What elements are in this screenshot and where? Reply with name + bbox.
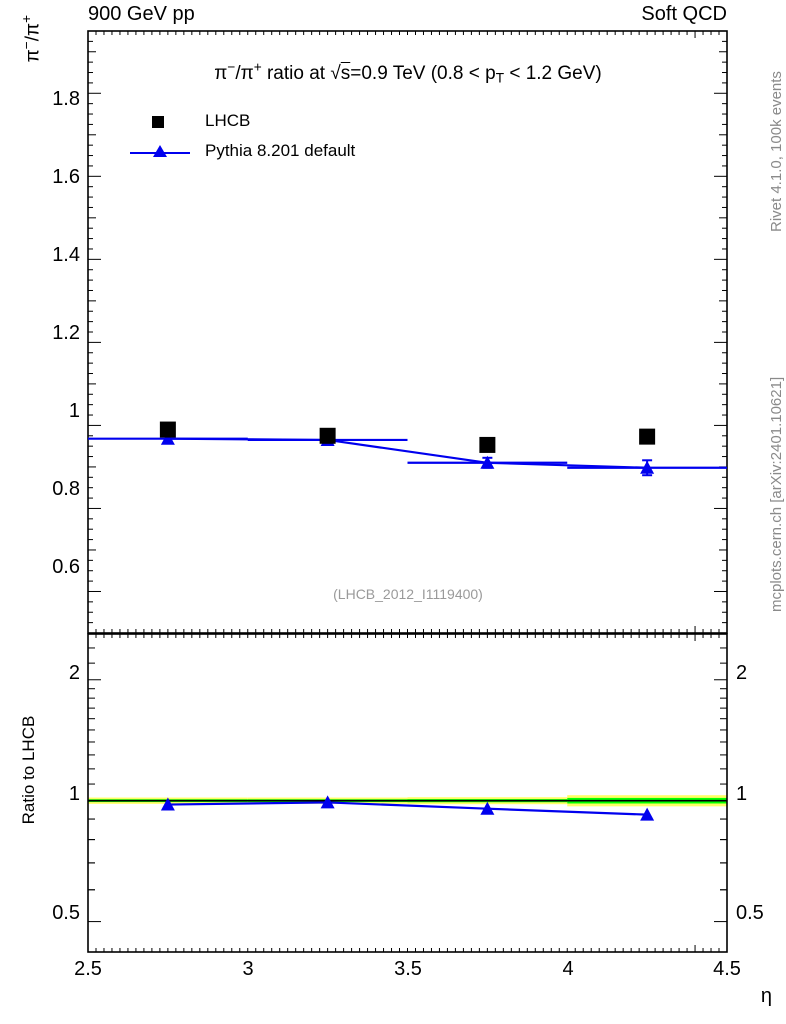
ratio-ytick-label-right: 1 [736,783,748,805]
ratio-panel-frame [87,633,728,953]
main-panel-title: π−/π+ ratio at √s=0.9 TeV (0.8 < pT < 1.… [88,60,728,86]
header-beam-label: 900 GeV pp [88,3,195,25]
ratio-triangle-marker [160,797,175,811]
main-ytick-label: 0.8 [52,478,80,500]
data-square-marker [159,421,176,438]
main-ytick-label: 1.6 [52,166,80,188]
ratio-ytick-label: 1 [68,783,80,805]
main-ytick-label: 0.6 [52,556,80,578]
ratio-triangle-marker [640,807,655,821]
main-ytick-label: 1.4 [52,244,80,266]
xtick-label: 3 [242,958,254,980]
data-square-marker [319,427,336,444]
analysis-id-watermark: (LHCB_2012_I1119400) [333,586,483,602]
main-ytick-label: 1.8 [52,88,80,110]
main-ytick-label: 1.2 [52,322,80,344]
ratio-ytick-label-right: 2 [736,662,748,684]
xaxis-label: η [760,985,772,1007]
xtick-label: 4.5 [713,958,741,980]
xtick-label: 4 [562,958,574,980]
main-ytick-label: 1 [68,400,80,422]
legend-label-lhcb: LHCB [205,111,251,130]
ratio-ytick-label: 0.5 [52,902,80,924]
xtick-label: 3.5 [394,958,422,980]
ratio-ytick-label-right: 0.5 [736,902,764,924]
ratio-triangle-marker [480,801,495,815]
square-marker-icon [152,116,164,128]
data-square-marker [479,436,496,453]
mc-triangle-marker [480,455,495,469]
xtick-label: 2.5 [74,958,102,980]
mc-triangle-marker [640,460,655,474]
triangle-marker-icon [153,145,167,157]
ratio-curve [167,801,648,816]
mc-triangle-marker [160,431,175,445]
legend-label-pythia: Pythia 8.201 default [205,141,356,160]
main-panel-frame [87,30,728,634]
main-title-text: π−/π+ ratio at √s=0.9 TeV (0.8 < pT < 1.… [214,60,602,86]
data-square-marker [639,428,656,445]
ratio-triangle-marker [320,795,335,809]
header-process-label: Soft QCD [641,3,727,25]
ratio-ytick-label: 2 [68,662,80,684]
